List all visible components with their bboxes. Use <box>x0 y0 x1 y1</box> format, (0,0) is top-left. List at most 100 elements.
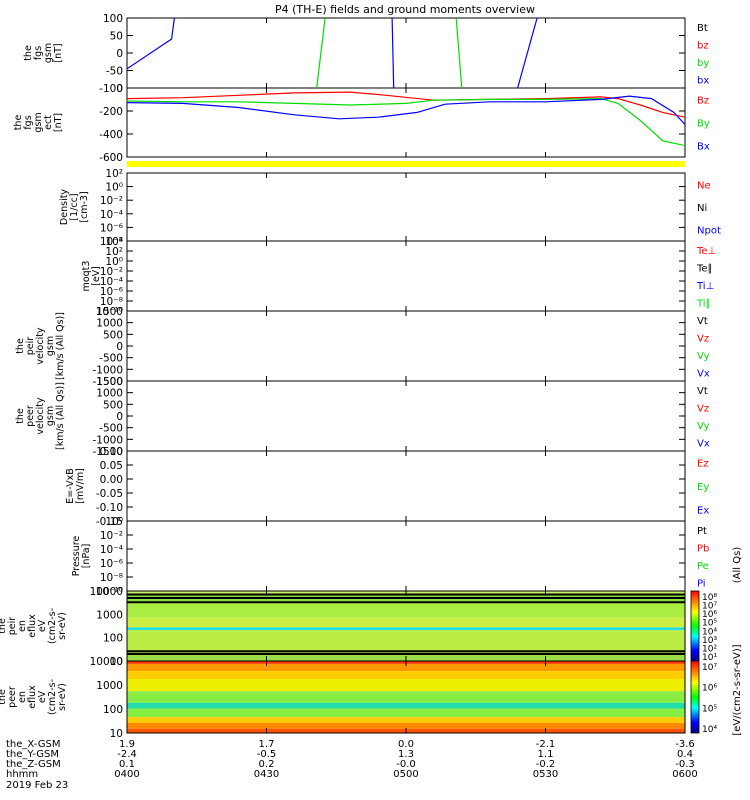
y-tick-label: 0.10 <box>100 446 123 458</box>
y-tick-label: 0 <box>116 411 123 423</box>
y-tick-label: 10⁻² <box>100 266 123 278</box>
spectrogram-band <box>127 722 685 729</box>
legend-Pb: Pb <box>697 543 709 554</box>
y-tick-label: 100 <box>103 704 123 716</box>
y-tick-label: -500 <box>99 353 123 365</box>
ylabel-line: velocity <box>35 397 46 435</box>
y-tick-label: -500 <box>99 423 123 435</box>
panel-frame <box>126 172 686 242</box>
y-tick-label: 10⁻⁴ <box>100 276 123 288</box>
series-by-line <box>316 18 326 88</box>
y-tick-label: 500 <box>103 329 123 341</box>
panel-ylabel-peir_eflux: the peir en eflux eV (cm2-s-sr-eV) <box>0 608 68 644</box>
ylabel-line: peer <box>25 405 36 427</box>
y-tick-label: 10000 <box>90 656 123 668</box>
panel-frame <box>126 17 686 89</box>
y-tick-label: 0 <box>116 83 123 95</box>
x-column-value: 1.9 <box>119 739 135 750</box>
panel-ylabel-fgs_ect: the fgs gsm ect [nT] <box>13 112 64 132</box>
y-tick-label: 10⁴ <box>105 236 123 248</box>
y-tick-label: 10⁻⁸ <box>100 236 123 248</box>
legend-Vy: Vy <box>697 351 710 362</box>
colorbar-tick-label: 10⁵ <box>702 704 717 714</box>
legend-Ez: Ez <box>697 459 709 470</box>
x-row-label: the_X-GSM <box>6 739 60 750</box>
colorbar-group: 10⁸10⁷10⁶10⁵10⁴10³10²10¹10⁷10⁶10⁵10⁴(All… <box>690 547 743 736</box>
y-tick-label: 10 <box>110 728 123 740</box>
x-row-label: the_Z-GSM <box>6 759 61 770</box>
x-column-value: -0.3 <box>675 759 695 770</box>
y-tick-label: 0.05 <box>100 460 123 472</box>
x-column-value: -3.6 <box>675 739 695 750</box>
ylabel-line: E=-VxB <box>65 468 76 503</box>
ylabel-line: gsm <box>43 43 54 63</box>
spectrogram-band <box>127 717 685 723</box>
y-tick-label: -1500 <box>92 376 123 388</box>
y-tick-label: 10² <box>105 168 123 180</box>
ylabel-line: the <box>0 618 8 634</box>
colorbar-tick-label: 10⁴ <box>702 725 717 735</box>
y-tick-label: 10⁻⁸ <box>100 296 123 308</box>
x-column-value: -0.0 <box>396 759 416 770</box>
spectrogram-band <box>127 630 685 652</box>
ylabel-line: moqt3 <box>81 261 92 292</box>
panel-ylabel-peer_eflux: the peer en eflux eV (cm2-s-sr-eV) <box>0 679 68 715</box>
panel-ylabel-efield: E=-VxB [mV/m] <box>65 468 86 504</box>
x-column-value: 0600 <box>672 769 697 780</box>
legend-By: By <box>697 119 710 130</box>
y-tick-label: 500 <box>103 399 123 411</box>
spectrogram-band <box>127 691 685 703</box>
y-tick-label: -50 <box>106 66 123 78</box>
x-column-value: 0400 <box>114 769 139 780</box>
x-column-value: 0.0 <box>398 739 414 750</box>
ylabel-line: gsm <box>45 406 56 426</box>
ylabel-line: sr-eV) <box>57 683 68 711</box>
colorbar-tick-label: 10⁴ <box>702 627 717 637</box>
y-tick-label: 10⁻¹⁰ <box>96 586 123 598</box>
panel-peir_vel: the peir velocity gsm [km/s (All Qs)]1500100… <box>15 306 710 388</box>
panel-ylabel-density: Density [1/cc] [cm-3] <box>59 189 90 225</box>
x-column-value: 0430 <box>254 769 279 780</box>
y-tick-label: -1000 <box>92 434 123 446</box>
ylabel-line: peir <box>7 617 18 636</box>
ylabel-line: [km/s (All Qs)] <box>55 312 66 380</box>
plot-title: P4 (TH-E) fields and ground moments over… <box>275 3 535 16</box>
y-tick-label: 10⁻² <box>100 195 123 207</box>
y-tick-label: 1000 <box>96 680 123 692</box>
legend-Npot: Npot <box>697 226 721 237</box>
legend-Pt: Pt <box>697 526 707 537</box>
legend-bx: bx <box>697 75 709 86</box>
ylabel-line: sr-eV) <box>57 612 68 640</box>
ylabel-line: [km/s (All Qs)] <box>55 382 66 450</box>
colorbar-tick-label: 10⁷ <box>702 663 717 673</box>
ylabel-line: the <box>15 338 26 354</box>
legend-Vx: Vx <box>697 368 710 379</box>
x-column-value: 0.2 <box>259 759 275 770</box>
legend-Ex: Ex <box>697 505 709 516</box>
ylabel-line: en <box>17 691 28 703</box>
ylabel-line: ect <box>43 115 54 130</box>
y-tick-label: 10 <box>110 656 123 668</box>
y-tick-label: 10⁻⁴ <box>100 544 123 556</box>
panel-pressure: Pressure [nPa] 10⁰ 10⁻² 10⁻⁴ 10⁻⁶ 10⁻⁸ 10⁻¹⁰ Pt P… <box>71 516 709 598</box>
spectrogram-band <box>127 708 685 718</box>
ylabel-line: Density <box>59 189 70 225</box>
legend-Vz: Vz <box>697 403 709 414</box>
legend-Te⊥: Te⊥ <box>696 246 716 257</box>
panel-frame <box>126 310 686 382</box>
y-tick-label: 0 <box>116 48 123 60</box>
x-column-value: 1.3 <box>398 749 414 760</box>
panel-fgs: the fgs gsm [nT] 100 50 0 -50 -100 Bt bz by bx <box>23 13 709 95</box>
panel-frame <box>126 240 686 312</box>
legend-Bt: Bt <box>697 23 708 34</box>
y-tick-label: 1000 <box>96 609 123 621</box>
ylabel-line: eflux <box>27 685 38 709</box>
panel-ylabel-peir_vel: the peir velocity gsm [km/s (All Qs)] <box>15 312 66 380</box>
legend-Vz: Vz <box>697 333 709 344</box>
y-tick-label: 10⁻⁴ <box>100 209 123 221</box>
panel-ylabel-temp: moqt3 [eV] <box>81 261 102 292</box>
spectrogram-band <box>127 679 685 692</box>
